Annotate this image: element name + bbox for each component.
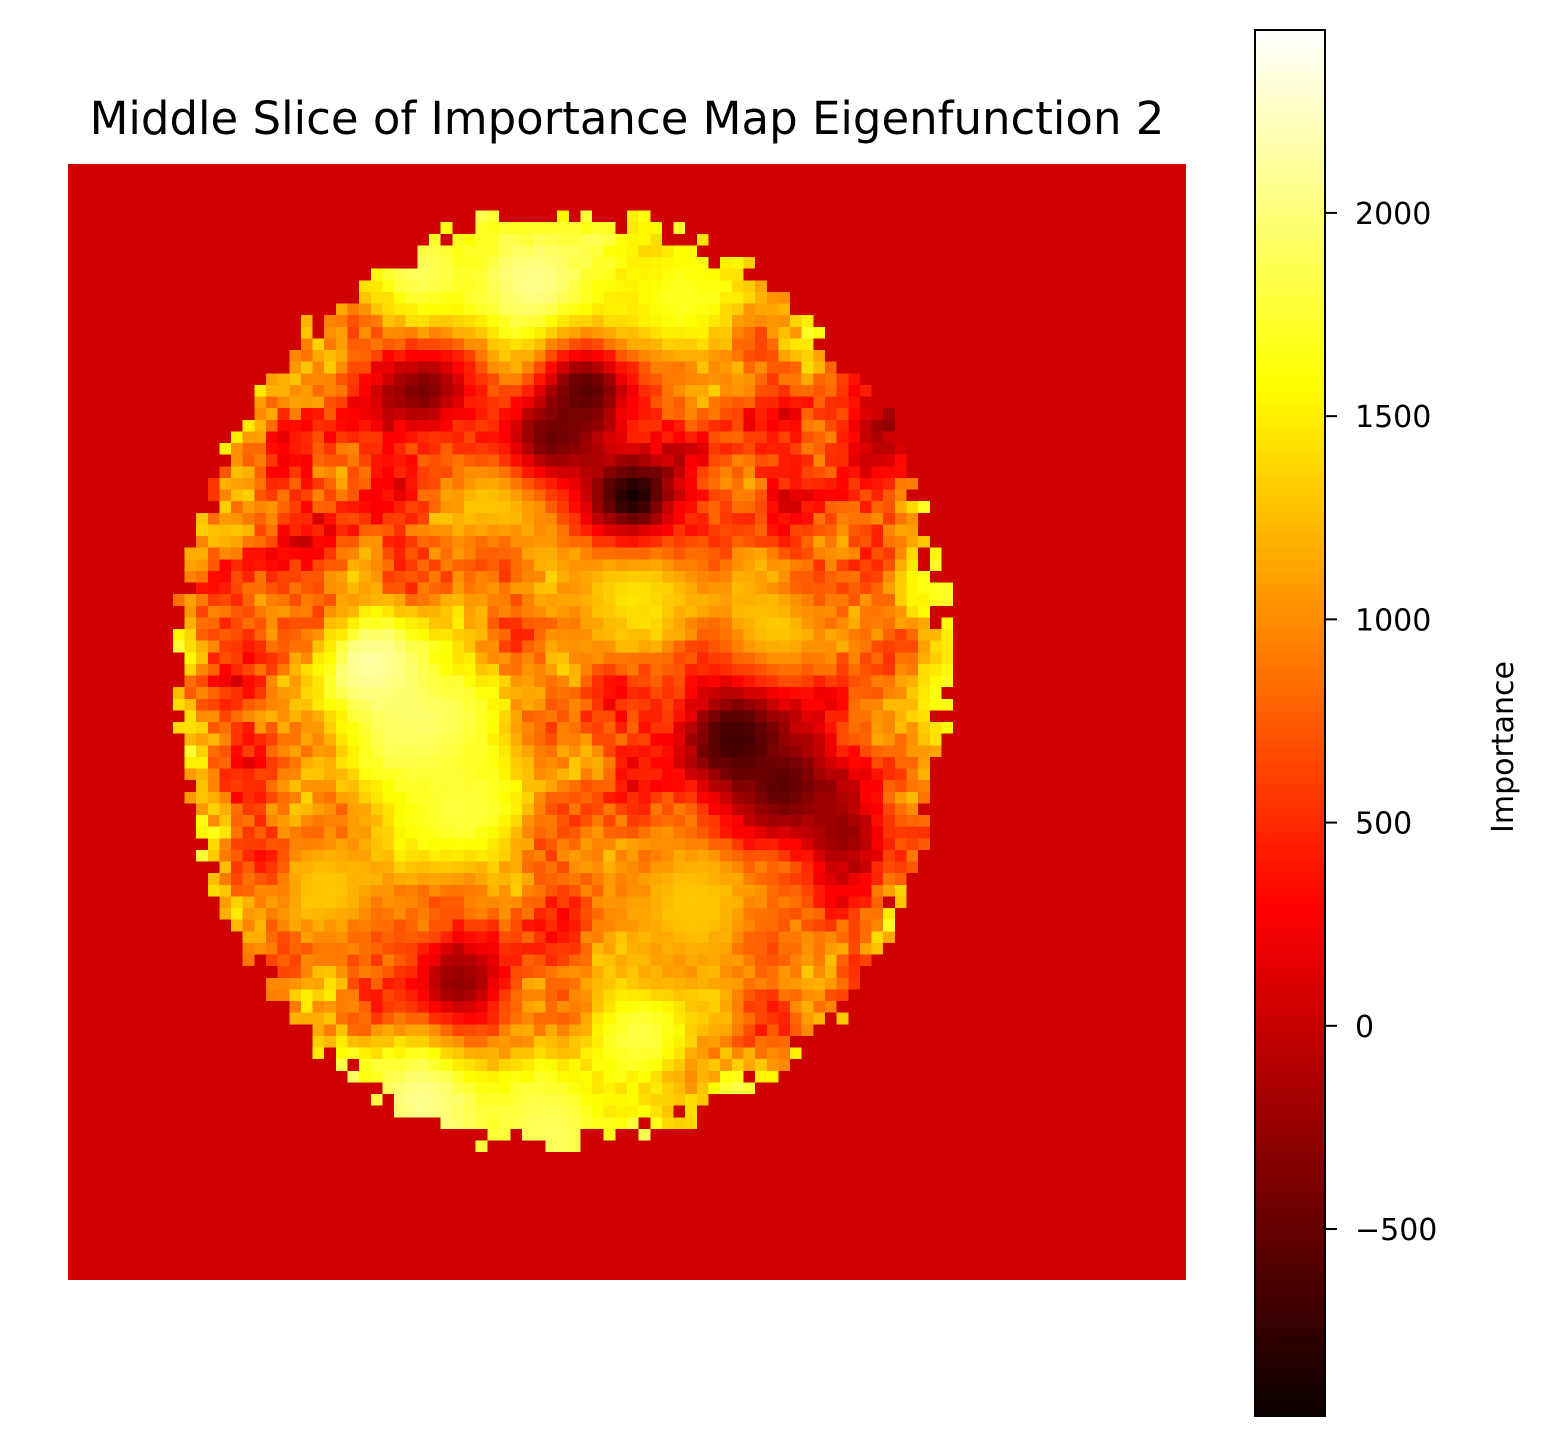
colorbar-tick-label: 1500	[1355, 400, 1431, 435]
colorbar-tick-label: 1000	[1355, 603, 1431, 638]
colorbar-ticks: −500 0 500 1000 1500 2000	[1325, 197, 1437, 1248]
colorbar: −500 0 500 1000 1500 2000 Importance	[1254, 29, 1521, 1417]
colorbar-tick-label: −500	[1355, 1213, 1437, 1248]
colorbar-tick-label: 2000	[1355, 197, 1431, 232]
colorbar-tick-label: 500	[1355, 807, 1412, 842]
colorbar-tick-label: 0	[1355, 1010, 1374, 1045]
colorbar-gradient	[1254, 29, 1326, 1417]
colorbar-label: Importance	[1486, 661, 1521, 833]
heatmap-image	[68, 164, 1186, 1280]
chart-title: Middle Slice of Importance Map Eigenfunc…	[89, 92, 1165, 145]
